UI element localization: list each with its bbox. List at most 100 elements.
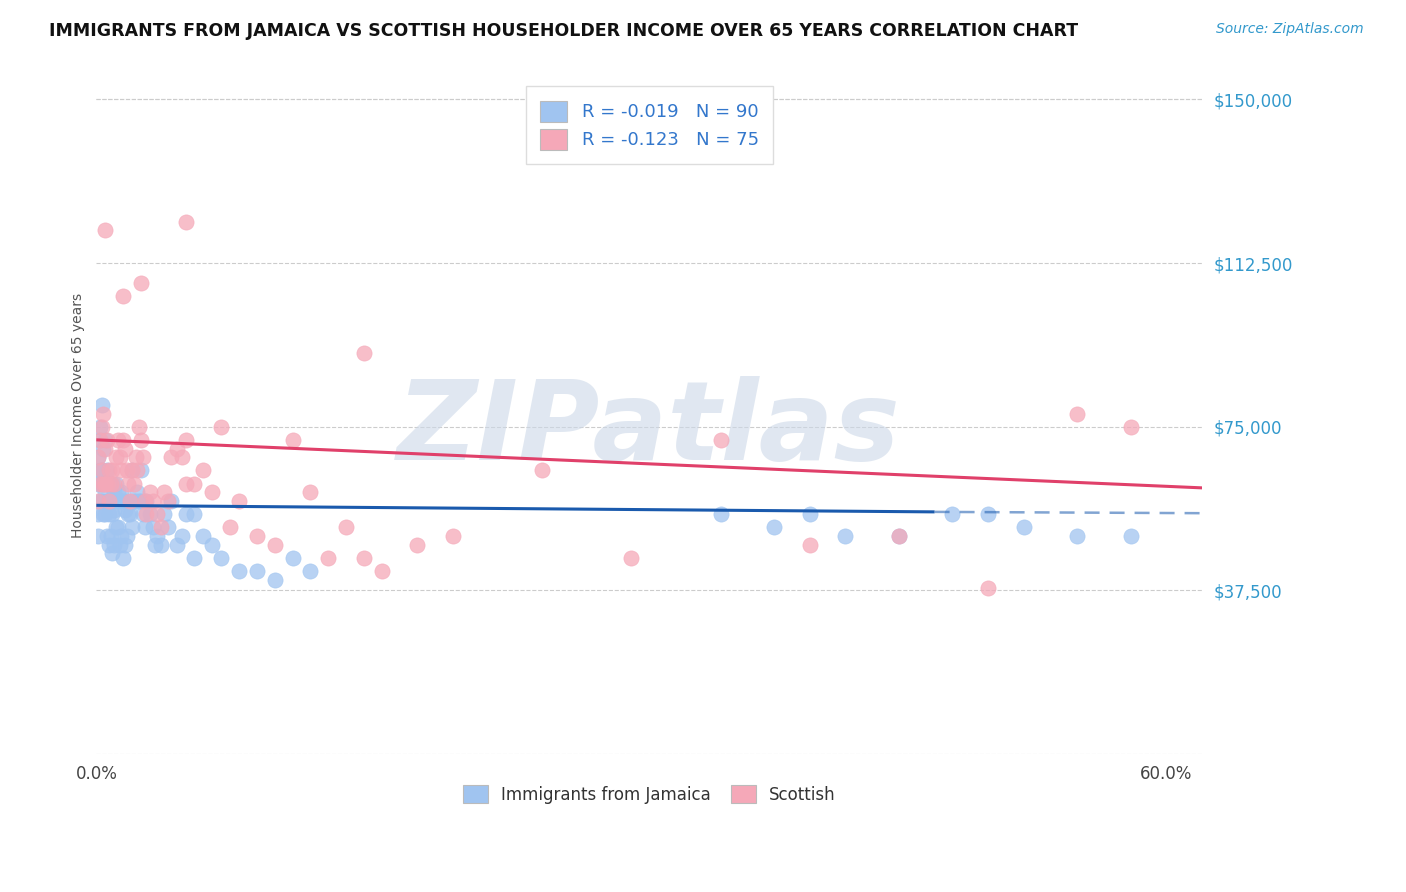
Point — [281, 433, 304, 447]
Point — [834, 529, 856, 543]
Point — [90, 419, 112, 434]
Point — [107, 520, 129, 534]
Point — [107, 485, 129, 500]
Point — [93, 407, 115, 421]
Point — [114, 538, 136, 552]
Point — [170, 529, 193, 543]
Point — [709, 507, 731, 521]
Point — [132, 450, 155, 465]
Point — [87, 450, 110, 465]
Point — [121, 463, 143, 477]
Point — [110, 529, 132, 543]
Point — [87, 476, 110, 491]
Point — [108, 538, 131, 552]
Point — [93, 442, 115, 456]
Point — [104, 520, 127, 534]
Point — [107, 433, 129, 447]
Point — [97, 476, 120, 491]
Point — [97, 463, 120, 477]
Point — [127, 485, 149, 500]
Point — [135, 494, 157, 508]
Point — [97, 494, 120, 508]
Point — [941, 507, 963, 521]
Point — [246, 529, 269, 543]
Point — [100, 476, 122, 491]
Point — [142, 520, 165, 534]
Point — [97, 538, 120, 552]
Point — [121, 520, 143, 534]
Point — [122, 476, 145, 491]
Point — [112, 433, 135, 447]
Point — [101, 507, 124, 521]
Point — [228, 564, 250, 578]
Point — [124, 450, 146, 465]
Point — [87, 507, 110, 521]
Point — [96, 494, 118, 508]
Point — [112, 550, 135, 565]
Text: IMMIGRANTS FROM JAMAICA VS SCOTTISH HOUSEHOLDER INCOME OVER 65 YEARS CORRELATION: IMMIGRANTS FROM JAMAICA VS SCOTTISH HOUS… — [49, 22, 1078, 40]
Point — [183, 476, 205, 491]
Point — [441, 529, 464, 543]
Point — [120, 507, 142, 521]
Point — [101, 463, 124, 477]
Point — [174, 507, 197, 521]
Point — [115, 494, 138, 508]
Point — [103, 485, 125, 500]
Point — [96, 529, 118, 543]
Point — [90, 398, 112, 412]
Point — [620, 550, 643, 565]
Point — [89, 476, 111, 491]
Point — [110, 485, 132, 500]
Point — [149, 520, 172, 534]
Point — [166, 442, 188, 456]
Point — [174, 214, 197, 228]
Point — [96, 463, 118, 477]
Point — [89, 494, 111, 508]
Point — [1012, 520, 1035, 534]
Point — [799, 538, 821, 552]
Point — [201, 485, 224, 500]
Point — [353, 345, 375, 359]
Point — [108, 494, 131, 508]
Point — [115, 529, 138, 543]
Point — [100, 529, 122, 543]
Point — [353, 550, 375, 565]
Point — [134, 520, 156, 534]
Point — [209, 550, 232, 565]
Point — [117, 476, 139, 491]
Point — [281, 550, 304, 565]
Point — [104, 450, 127, 465]
Point — [263, 573, 285, 587]
Point — [531, 463, 554, 477]
Point — [128, 419, 150, 434]
Point — [174, 476, 197, 491]
Point — [146, 529, 169, 543]
Point — [977, 507, 1000, 521]
Point — [114, 502, 136, 516]
Point — [160, 450, 183, 465]
Text: Source: ZipAtlas.com: Source: ZipAtlas.com — [1216, 22, 1364, 37]
Point — [101, 546, 124, 560]
Point — [183, 507, 205, 521]
Point — [87, 494, 110, 508]
Point — [134, 494, 156, 508]
Point — [129, 463, 152, 477]
Point — [299, 485, 322, 500]
Point — [108, 450, 131, 465]
Point — [153, 485, 176, 500]
Point — [96, 433, 118, 447]
Point — [96, 476, 118, 491]
Point — [1119, 529, 1142, 543]
Point — [89, 433, 111, 447]
Point — [94, 476, 117, 491]
Point — [90, 463, 112, 477]
Text: ZIPatlas: ZIPatlas — [398, 376, 901, 483]
Point — [193, 463, 215, 477]
Point — [183, 550, 205, 565]
Point — [977, 582, 1000, 596]
Point — [90, 463, 112, 477]
Point — [103, 476, 125, 491]
Point — [709, 433, 731, 447]
Point — [156, 520, 179, 534]
Point — [887, 529, 910, 543]
